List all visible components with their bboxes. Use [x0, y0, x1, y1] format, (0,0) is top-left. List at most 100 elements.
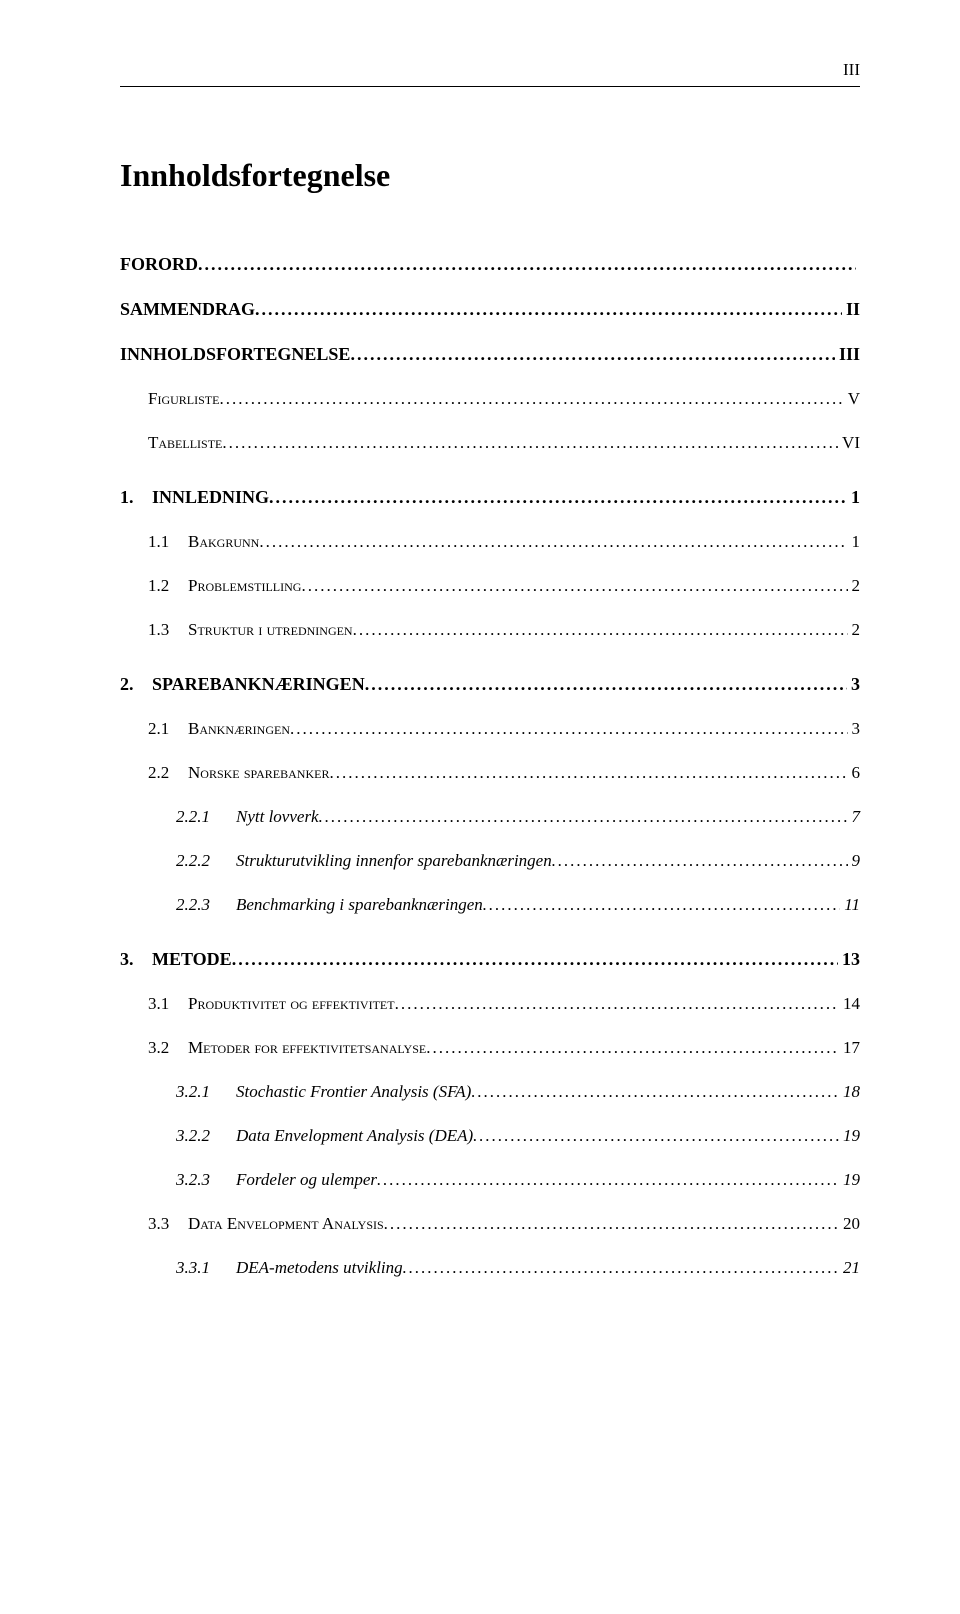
- header-rule: [120, 86, 860, 87]
- toc-leader-dots: [471, 1082, 839, 1102]
- toc-text: Tabelliste: [148, 433, 222, 452]
- toc-leader-dots: [350, 344, 835, 365]
- toc-text: Data Envelopment Analysis: [188, 1214, 384, 1233]
- toc-text: INNHOLDSFORTEGNELSE: [120, 344, 350, 364]
- toc-entry: 2.SPAREBANKNÆRINGEN3: [120, 674, 860, 695]
- toc-page-number: 13: [838, 949, 860, 970]
- toc-text: Nytt lovverk: [236, 807, 319, 826]
- toc-page-number: 3: [848, 719, 861, 739]
- toc-page-number: V: [844, 389, 860, 409]
- toc-leader-dots: [319, 807, 848, 827]
- toc-entry: 1.1Bakgrunn 1: [120, 532, 860, 552]
- toc-leader-dots: [329, 763, 847, 783]
- toc-page-number: 21: [839, 1258, 860, 1278]
- toc-title: Innholdsfortegnelse: [120, 157, 860, 194]
- toc-number: 3.3.1: [176, 1258, 236, 1278]
- toc-entry: 1.2Problemstilling 2: [120, 576, 860, 596]
- toc-page-number: III: [835, 344, 860, 365]
- toc-entry: Figurliste V: [120, 389, 860, 409]
- toc-leader-dots: [255, 299, 842, 320]
- toc-page-number: 6: [848, 763, 861, 783]
- toc-leader-dots: [198, 254, 856, 275]
- toc-number: 2.2.1: [176, 807, 236, 827]
- toc-leader-dots: [403, 1258, 839, 1278]
- toc-label: 3.3Data Envelopment Analysis: [120, 1214, 384, 1234]
- toc-label: 2.2.1Nytt lovverk: [120, 807, 319, 827]
- toc-label: 2.2Norske sparebanker: [120, 763, 329, 783]
- toc-entry: 2.2Norske sparebanker 6: [120, 763, 860, 783]
- toc-entry: INNHOLDSFORTEGNELSE III: [120, 344, 860, 365]
- toc-label: 2.2.2Strukturutvikling innenfor spareban…: [120, 851, 552, 871]
- toc-text: Stochastic Frontier Analysis (SFA): [236, 1082, 471, 1101]
- toc-text: SAMMENDRAG: [120, 299, 255, 319]
- toc-text: Fordeler og ulemper: [236, 1170, 377, 1189]
- toc-number: 3.: [120, 949, 152, 970]
- toc-entry: 3.3.1DEA-metodens utvikling 21: [120, 1258, 860, 1278]
- toc-page-number: 17: [839, 1038, 860, 1058]
- toc-page-number: 1: [848, 532, 861, 552]
- toc-text: Norske sparebanker: [188, 763, 329, 782]
- toc-label: 3.3.1DEA-metodens utvikling: [120, 1258, 403, 1278]
- toc-text: Data Envelopment Analysis (DEA): [236, 1126, 473, 1145]
- toc-label: Tabelliste: [120, 433, 222, 453]
- toc-number: 2.1: [148, 719, 188, 739]
- toc-leader-dots: [365, 674, 847, 695]
- toc-number: 3.2.1: [176, 1082, 236, 1102]
- toc-label: 3.2.1Stochastic Frontier Analysis (SFA): [120, 1082, 471, 1102]
- toc-label: 3.METODE: [120, 949, 232, 970]
- toc-label: 3.1Produktivitet og effektivitet: [120, 994, 395, 1014]
- toc-number: 1.2: [148, 576, 188, 596]
- toc-leader-dots: [290, 719, 847, 739]
- toc-entry: 3.2Metoder for effektivitetsanalyse 17: [120, 1038, 860, 1058]
- toc-leader-dots: [483, 895, 840, 915]
- toc-page-number: 9: [848, 851, 861, 871]
- toc-text: Metoder for effektivitetsanalyse: [188, 1038, 426, 1057]
- toc-entry: 3.2.2Data Envelopment Analysis (DEA) 19: [120, 1126, 860, 1146]
- toc-leader-dots: [353, 620, 848, 640]
- toc-leader-dots: [219, 389, 843, 409]
- toc-label: 1.1Bakgrunn: [120, 532, 259, 552]
- toc-label: INNHOLDSFORTEGNELSE: [120, 344, 350, 365]
- toc-leader-dots: [259, 532, 847, 552]
- toc-text: Bakgrunn: [188, 532, 259, 551]
- toc-number: 2.2.3: [176, 895, 236, 915]
- toc-entry: 1.3Struktur i utredningen2: [120, 620, 860, 640]
- toc-number: 1.1: [148, 532, 188, 552]
- toc-page-number: 7: [848, 807, 861, 827]
- toc-label: 2.1Banknæringen: [120, 719, 290, 739]
- toc-label: 2.SPAREBANKNÆRINGEN: [120, 674, 365, 695]
- toc-entry: 3.3Data Envelopment Analysis 20: [120, 1214, 860, 1234]
- toc-number: 2.: [120, 674, 152, 695]
- toc-text: Benchmarking i sparebanknæringen: [236, 895, 483, 914]
- toc-entry: 3.2.3Fordeler og ulemper19: [120, 1170, 860, 1190]
- toc-entry: 2.2.2Strukturutvikling innenfor spareban…: [120, 851, 860, 871]
- toc-leader-dots: [384, 1214, 839, 1234]
- toc-page-number: 11: [840, 895, 860, 915]
- toc-page-number: 19: [839, 1126, 860, 1146]
- toc-entry: FORORD: [120, 254, 860, 275]
- toc-text: Strukturutvikling innenfor sparebanknæri…: [236, 851, 552, 870]
- toc-text: Figurliste: [148, 389, 219, 408]
- toc-text: Produktivitet og effektivitet: [188, 994, 395, 1013]
- toc-entry: Tabelliste VI: [120, 433, 860, 453]
- toc-page-number: 1: [847, 487, 860, 508]
- toc-label: 3.2Metoder for effektivitetsanalyse: [120, 1038, 426, 1058]
- toc-label: Figurliste: [120, 389, 219, 409]
- toc-page-number: VI: [838, 433, 860, 453]
- toc-entry: 2.2.3Benchmarking i sparebanknæringen 11: [120, 895, 860, 915]
- toc-leader-dots: [232, 949, 838, 970]
- toc-label: 2.2.3Benchmarking i sparebanknæringen: [120, 895, 483, 915]
- toc-entry: 3.METODE 13: [120, 949, 860, 970]
- toc-page-number: 20: [839, 1214, 860, 1234]
- toc-leader-dots: [473, 1126, 839, 1146]
- toc-text: DEA-metodens utvikling: [236, 1258, 403, 1277]
- toc-label: FORORD: [120, 254, 198, 275]
- toc-text: Banknæringen: [188, 719, 290, 738]
- toc-page-number: 2: [848, 576, 861, 596]
- toc-leader-dots: [395, 994, 839, 1014]
- toc-number: 3.2: [148, 1038, 188, 1058]
- toc-label: 1.2Problemstilling: [120, 576, 301, 596]
- toc-leader-dots: [222, 433, 838, 453]
- toc-number: 3.2.2: [176, 1126, 236, 1146]
- toc-text: FORORD: [120, 254, 198, 274]
